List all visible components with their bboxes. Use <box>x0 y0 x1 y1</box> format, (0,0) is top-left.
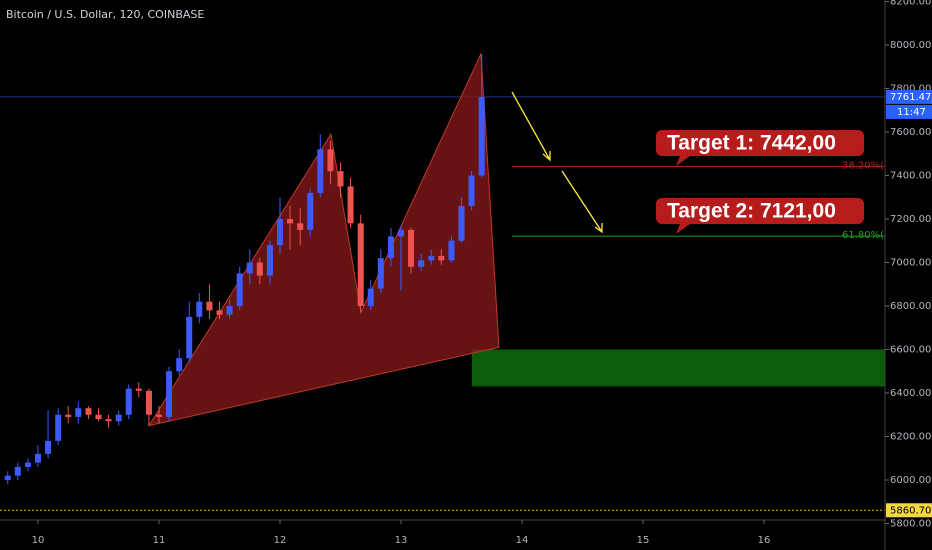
price-badge-label: 7761.47 <box>890 92 931 103</box>
candle-body <box>85 408 92 415</box>
candle-body <box>186 316 193 359</box>
arrow <box>561 170 603 233</box>
candle-body <box>297 223 304 230</box>
candle-body <box>327 149 334 172</box>
candle-body <box>448 240 455 261</box>
candle-body <box>387 236 394 259</box>
target-label: Target 1: 7442,00 <box>656 130 864 166</box>
candle-body <box>418 260 425 267</box>
target-zone <box>471 349 885 387</box>
y-tick-label: 6800.00 <box>890 301 931 312</box>
candle-body <box>478 96 485 176</box>
candle-body <box>216 310 223 315</box>
arrow <box>511 91 551 161</box>
y-tick-label: 5800.00 <box>890 518 931 529</box>
price-badge <box>886 89 932 104</box>
candle-body <box>428 255 435 261</box>
price-badge <box>886 503 932 518</box>
candle-body <box>176 358 183 372</box>
candle-body <box>246 262 253 274</box>
candle-body <box>408 229 415 267</box>
arrow-head <box>542 151 551 162</box>
x-tick-label: 12 <box>274 535 287 546</box>
candle-body <box>155 414 162 417</box>
candle-body <box>55 414 62 441</box>
candle-body <box>226 305 233 315</box>
candle-body <box>236 273 243 306</box>
candle-body <box>397 229 404 237</box>
candle-body <box>468 175 475 206</box>
countdown-label: 11:47 <box>897 107 926 118</box>
y-tick-label: 6400.00 <box>890 388 931 399</box>
price-badge-label: 5860.70 <box>890 505 931 516</box>
arrows <box>511 91 603 234</box>
arrow-head <box>594 223 603 234</box>
candle-body <box>256 262 263 276</box>
candle-body <box>14 466 21 476</box>
y-tick-label: 8200.00 <box>890 0 931 8</box>
x-tick-label: 16 <box>758 535 771 546</box>
y-tick-label: 7400.00 <box>890 171 931 182</box>
candle-body <box>145 390 152 415</box>
candle-body <box>377 258 384 289</box>
candle-body <box>276 219 283 246</box>
y-tick-label: 7200.00 <box>890 214 931 225</box>
candle-body <box>75 408 82 417</box>
candle-body <box>347 186 354 224</box>
target-label: Target 2: 7121,00 <box>656 198 864 234</box>
candle-body <box>287 219 294 224</box>
candle-body <box>65 414 72 417</box>
x-tick-label: 11 <box>153 535 166 546</box>
chart-title: Bitcoin / U.S. Dollar, 120, COINBASE <box>6 8 204 21</box>
candle-body <box>266 245 273 276</box>
countdown-badge <box>886 104 932 119</box>
candle-body <box>105 419 112 422</box>
fib-label: 38.20%( <box>842 160 884 171</box>
x-tick-label: 13 <box>395 535 408 546</box>
candle-body <box>115 414 122 422</box>
y-tick-label: 6200.00 <box>890 431 931 442</box>
candle-body <box>24 462 31 467</box>
candle-body <box>206 301 213 311</box>
candle-body <box>367 288 374 306</box>
candle-body <box>4 475 11 480</box>
target-text: Target 1: 7442,00 <box>667 132 836 155</box>
candle-body <box>438 255 445 261</box>
target-box <box>656 130 864 166</box>
candle-body <box>196 301 203 317</box>
candle-body <box>357 223 364 306</box>
y-tick-label: 8000.00 <box>890 40 931 51</box>
harmonic-pattern <box>147 53 500 427</box>
candle-body <box>337 171 344 187</box>
candle-body <box>166 371 173 417</box>
x-tick-label: 15 <box>637 535 650 546</box>
candle-body <box>95 414 102 420</box>
y-tick-label: 7000.00 <box>890 258 931 269</box>
candle-body <box>45 440 52 454</box>
y-tick-label: 7800.00 <box>890 84 931 95</box>
candle-body <box>458 205 465 241</box>
candle-body <box>125 388 132 415</box>
x-tick-label: 14 <box>516 535 529 546</box>
y-tick-label: 6600.00 <box>890 344 931 355</box>
target-box <box>656 198 864 234</box>
candle-body <box>135 388 142 391</box>
candle-body <box>307 192 314 230</box>
y-tick-label: 7600.00 <box>890 127 931 138</box>
plot <box>0 53 885 511</box>
candle-body <box>317 149 324 193</box>
candle-body <box>34 453 41 463</box>
x-tick-label: 10 <box>32 535 45 546</box>
fib-label: 61.80%( <box>842 230 884 241</box>
y-tick-label: 6000.00 <box>890 475 931 486</box>
target-text: Target 2: 7121,00 <box>667 200 836 223</box>
